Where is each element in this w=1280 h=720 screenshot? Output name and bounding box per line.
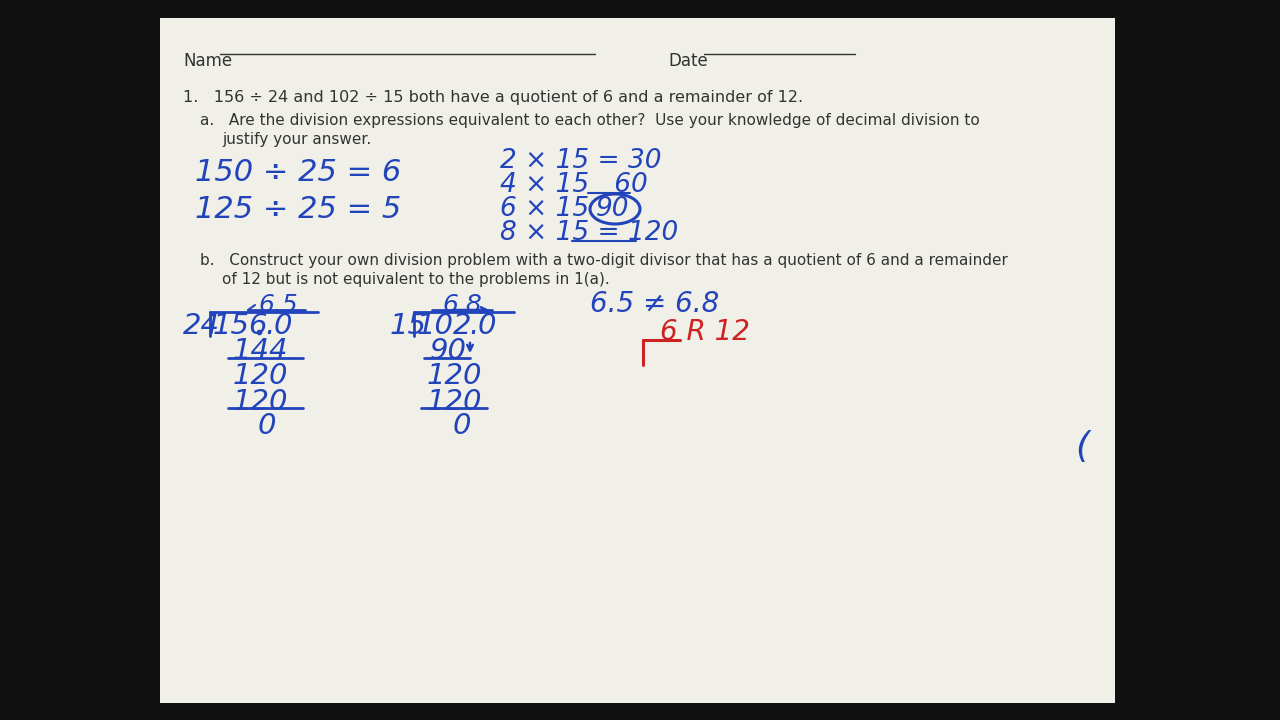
- Bar: [160, 18, 1115, 703]
- Text: 6.8: 6.8: [442, 293, 481, 317]
- Text: 8 × 15 = 120: 8 × 15 = 120: [500, 220, 678, 246]
- Text: 15: 15: [390, 312, 428, 340]
- Text: (: (: [1075, 430, 1089, 464]
- Text: 24: 24: [183, 312, 220, 340]
- Text: 144: 144: [233, 337, 288, 365]
- Text: 102: 102: [417, 312, 472, 340]
- Text: 6.5 ≠ 6.8: 6.5 ≠ 6.8: [590, 290, 719, 318]
- Text: 1.   156 ÷ 24 and 102 ÷ 15 both have a quotient of 6 and a remainder of 12.: 1. 156 ÷ 24 and 102 ÷ 15 both have a quo…: [183, 90, 803, 105]
- Text: 0: 0: [477, 312, 497, 340]
- Text: Date: Date: [668, 52, 708, 70]
- Text: b.   Construct your own division problem with a two-digit divisor that has a quo: b. Construct your own division problem w…: [200, 253, 1007, 268]
- Text: justify your answer.: justify your answer.: [221, 132, 371, 147]
- Text: 90: 90: [430, 337, 467, 365]
- Text: 90: 90: [596, 196, 630, 222]
- Text: 0: 0: [259, 412, 276, 440]
- Text: 156: 156: [212, 312, 269, 340]
- Text: 6 R 12: 6 R 12: [660, 318, 750, 346]
- Text: Name: Name: [183, 52, 232, 70]
- Text: 120: 120: [428, 388, 483, 416]
- Text: 150 ÷ 25 = 6: 150 ÷ 25 = 6: [195, 158, 401, 187]
- Text: 0: 0: [274, 312, 293, 340]
- Text: a.   Are the division expressions equivalent to each other?  Use your knowledge : a. Are the division expressions equivale…: [200, 113, 979, 128]
- Text: 120: 120: [233, 362, 288, 390]
- Text: 120: 120: [233, 388, 288, 416]
- Text: 0: 0: [453, 412, 471, 440]
- Text: of 12 but is not equivalent to the problems in 1(a).: of 12 but is not equivalent to the probl…: [221, 272, 609, 287]
- Text: 2 × 15 = 30: 2 × 15 = 30: [500, 148, 662, 174]
- Text: 120: 120: [428, 362, 483, 390]
- Text: .: .: [265, 312, 274, 340]
- Text: 6.5: 6.5: [259, 293, 298, 317]
- Text: .: .: [468, 312, 479, 340]
- Text: 6 × 15: 6 × 15: [500, 196, 589, 222]
- Text: 4 × 15   60: 4 × 15 60: [500, 172, 648, 198]
- Text: 125 ÷ 25 = 5: 125 ÷ 25 = 5: [195, 195, 401, 224]
